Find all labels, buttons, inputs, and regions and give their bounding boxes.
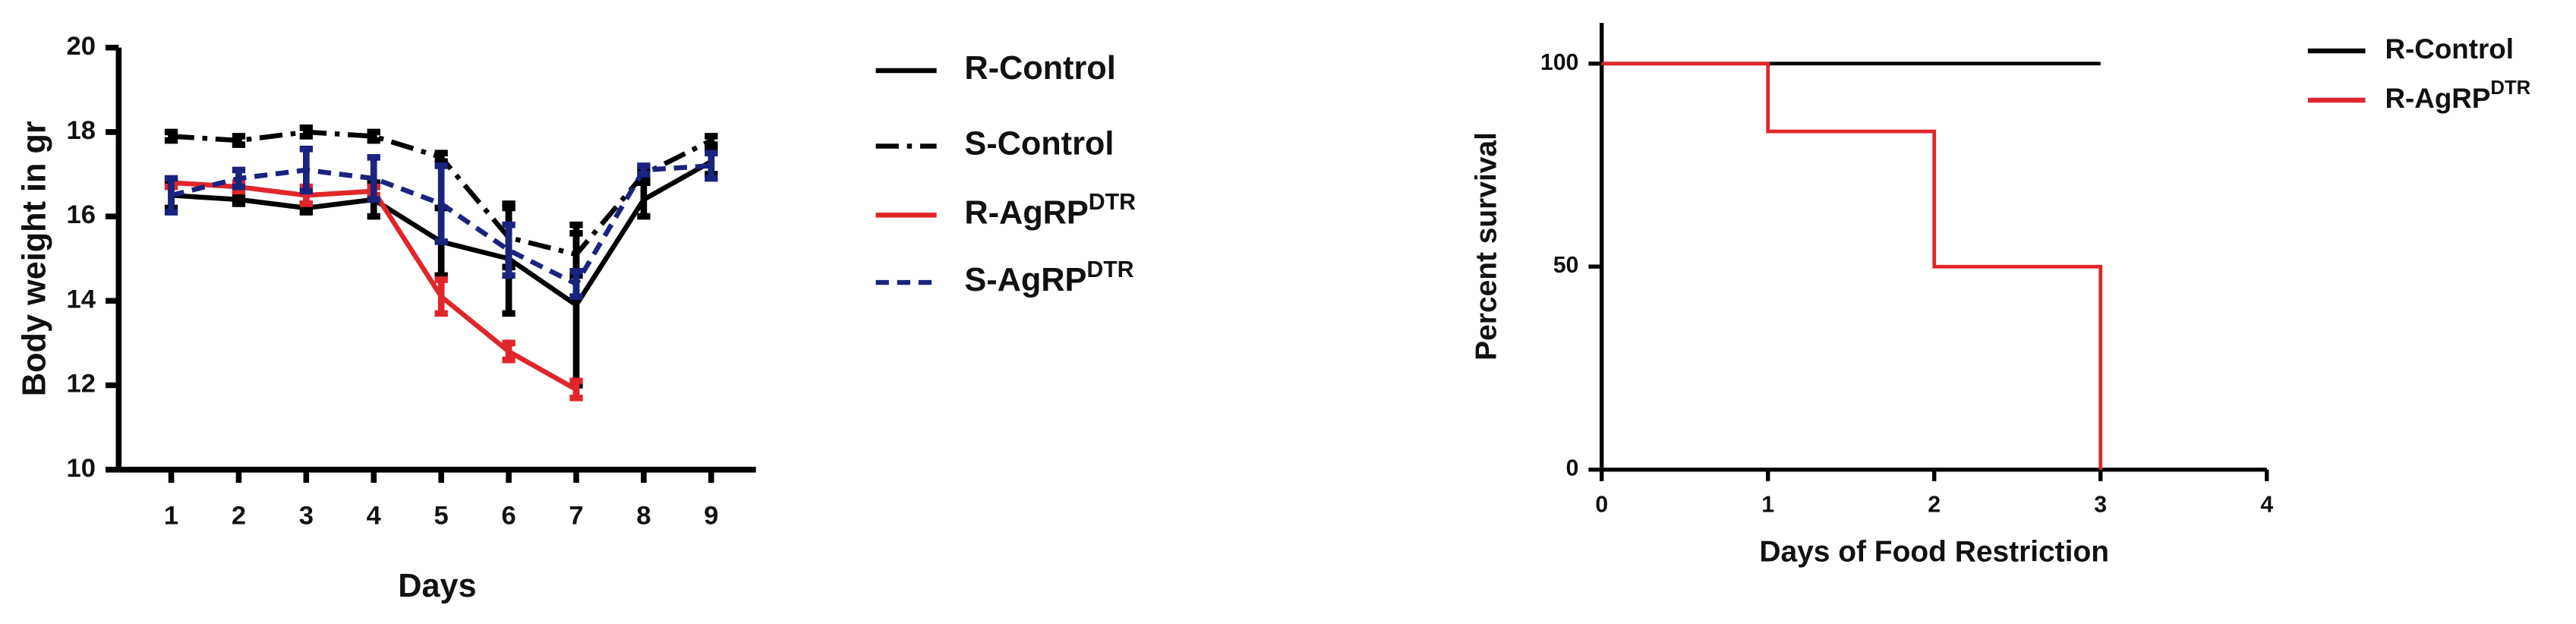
- x-tick-label: 4: [367, 502, 382, 531]
- legend-superscript: DTR: [2490, 77, 2530, 99]
- legend-label: S-AgRPDTR: [964, 257, 1134, 299]
- x-tick-label: 8: [636, 502, 651, 531]
- x-axis-label: Days of Food Restriction: [1759, 535, 2109, 568]
- y-tick-label: 0: [1566, 456, 1579, 481]
- legend-label: R-AgRPDTR: [964, 190, 1136, 232]
- series-line: [170, 163, 712, 288]
- legend-superscript: DTR: [1089, 190, 1136, 215]
- y-tick-label: 50: [1553, 253, 1579, 278]
- legend-label: R-Control: [964, 50, 1115, 87]
- legend-name: R-AgRP: [964, 195, 1088, 232]
- error-bar: [232, 133, 246, 148]
- x-tick-label: 4: [2260, 492, 2273, 517]
- x-tick-label: 1: [164, 502, 178, 531]
- x-tick-label: 5: [434, 502, 449, 531]
- y-tick-label: 20: [67, 32, 96, 61]
- legend-label: S-Control: [964, 126, 1114, 162]
- error-bar: [367, 153, 380, 203]
- x-tick-label: 3: [299, 502, 314, 531]
- series-line: [171, 129, 713, 257]
- legend-label: R-Control: [2385, 33, 2514, 65]
- error-bar: [502, 221, 516, 279]
- legend-name: R-Control: [964, 50, 1115, 87]
- legend-name: S-Control: [964, 126, 1114, 162]
- x-tick-label: 1: [1761, 492, 1774, 517]
- chart: 0 50 100 Percent survival Days of Food Restr…: [1471, 23, 2531, 568]
- legend-label: R-AgRPDTR: [2385, 77, 2530, 114]
- legend-name: R-AgRP: [2385, 83, 2490, 114]
- error-bar: [367, 128, 380, 144]
- x-tick-label: 6: [501, 502, 516, 531]
- x-tick-label: 2: [232, 502, 246, 531]
- survival-step: [1601, 61, 2103, 470]
- y-tick-label: 16: [67, 200, 96, 229]
- legend-name: R-Control: [2385, 33, 2514, 65]
- y-axis-label: Body weight in gr: [17, 121, 53, 396]
- x-tick-label: 0: [1595, 492, 1608, 517]
- x-tick-label: 9: [704, 502, 718, 531]
- error-bar: [705, 150, 718, 182]
- y-tick-label: 18: [67, 116, 96, 145]
- x-tick-label: 3: [2094, 492, 2107, 517]
- x-axis-label: Days: [398, 568, 476, 604]
- legend-name: S-AgRP: [964, 262, 1086, 298]
- x-tick-label: 7: [569, 502, 583, 531]
- legend-superscript: DTR: [1086, 257, 1134, 282]
- y-tick-label: 10: [67, 454, 96, 483]
- y-axis-label: Percent survival: [1471, 132, 1503, 361]
- y-tick-label: 14: [67, 285, 96, 314]
- y-tick-label: 100: [1540, 50, 1579, 75]
- y-tick-label: 12: [67, 370, 96, 399]
- error-bar: [164, 128, 178, 144]
- x-tick-label: 2: [1928, 492, 1941, 517]
